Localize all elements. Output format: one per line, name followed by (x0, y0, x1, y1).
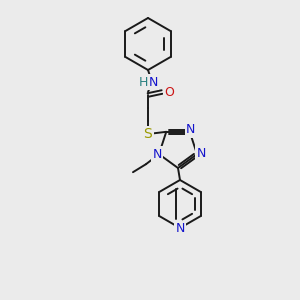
Text: N: N (196, 147, 206, 160)
Text: N: N (175, 223, 185, 236)
Text: N: N (186, 123, 195, 136)
Text: H: H (138, 76, 148, 88)
Text: O: O (164, 85, 174, 98)
Text: N: N (148, 76, 158, 88)
Text: S: S (144, 127, 152, 141)
Text: N: N (152, 148, 162, 161)
